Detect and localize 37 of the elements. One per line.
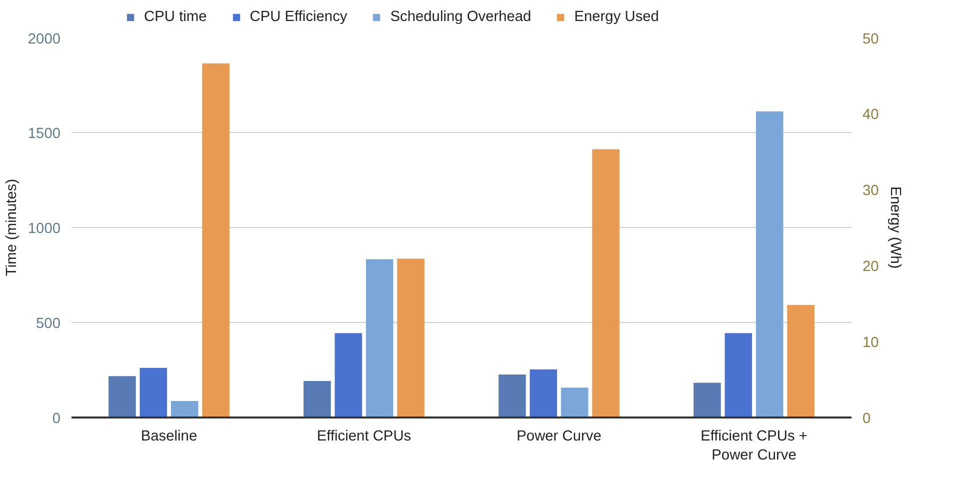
bar [108,376,136,418]
y-tick-label: 2000 [28,32,61,48]
legend-label: Energy Used [574,9,659,25]
y-tick-label: 0 [52,411,61,427]
bar [170,400,198,418]
y2-tick-label: 50 [862,32,879,48]
x-tick-label: Efficient CPUs + Power Curve [700,428,808,464]
legend-label: Scheduling Overhead [390,9,532,25]
y2-tick-label: 0 [862,411,871,427]
bar [724,333,752,418]
bar [787,305,814,418]
bar [397,258,424,418]
y2-tick-label: 20 [862,259,879,275]
legend-label: CPU time [144,9,207,25]
bar [334,333,362,418]
bar [202,63,230,418]
y-axis-title: Time (minutes) [4,178,20,276]
y2-tick-label: 30 [862,183,879,199]
bar [756,111,784,418]
y2-tick-label: 40 [862,107,879,123]
bar [498,374,526,418]
x-tick-label: Power Curve [516,428,602,444]
y2-tick-label: 10 [862,335,879,351]
bar [140,368,168,418]
bar [530,369,558,418]
bar [366,259,394,418]
legend-label: CPU Efficiency [250,9,348,25]
y2-axis-title: Energy (Wh) [886,186,903,269]
bar [560,388,588,418]
bar [694,382,721,418]
bar [304,381,331,418]
y-tick-label: 1500 [28,126,61,142]
x-tick-label: Baseline [140,428,198,444]
bar [592,149,620,418]
x-tick-label: Efficient CPUs [316,428,412,444]
y-tick-label: 500 [36,316,61,332]
y-tick-label: 1000 [28,221,61,237]
